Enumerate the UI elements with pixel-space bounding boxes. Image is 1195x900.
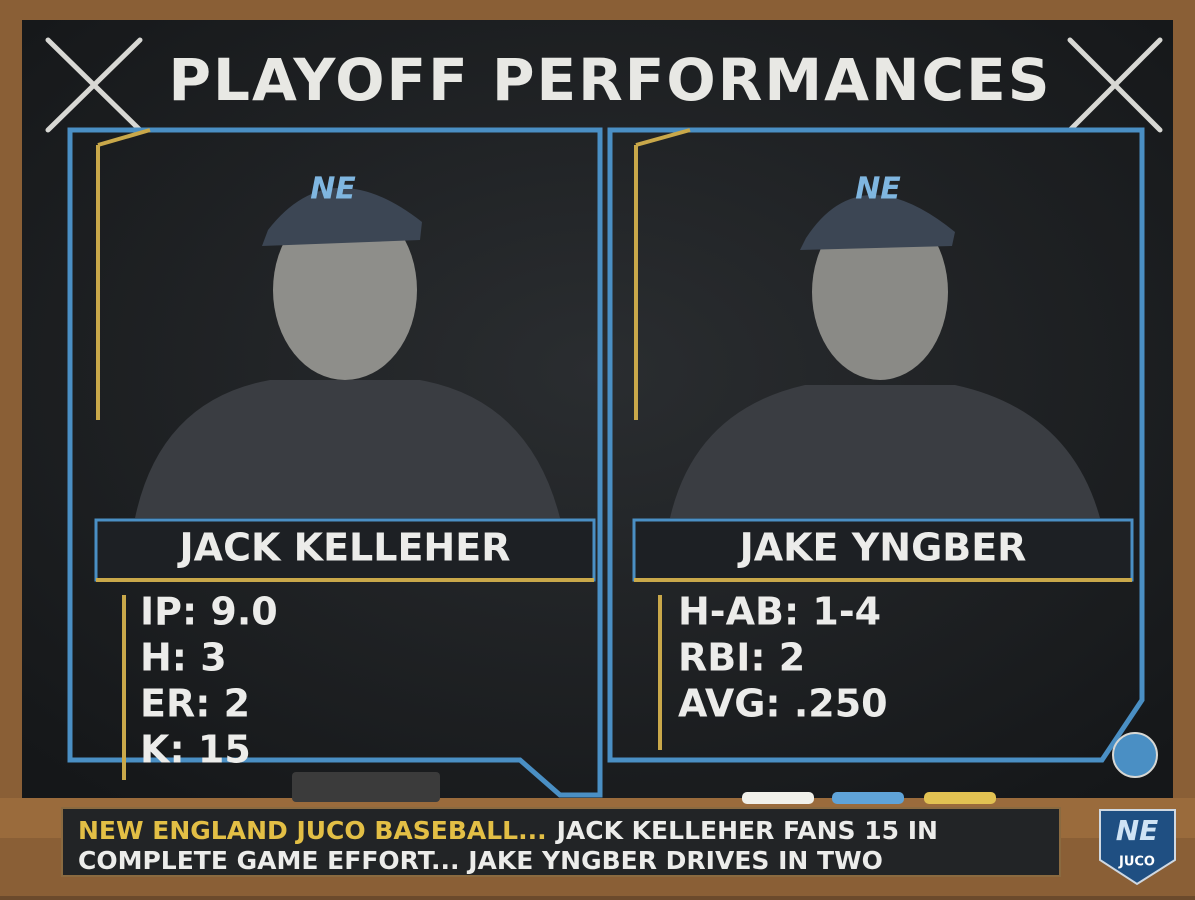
player-name: JAKE YNGBER (737, 526, 1027, 570)
stat-line: ER: 2 (140, 682, 250, 726)
player-name: JACK KELLEHER (177, 526, 511, 570)
stat-line: IP: 9.0 (140, 590, 278, 634)
eraser (292, 772, 440, 802)
ticker-text: JACK KELLEHER FANS 15 IN (555, 816, 938, 845)
logo-mark: NE (1116, 814, 1159, 847)
cap-logo: NE (310, 172, 356, 207)
chalk-blue (832, 792, 904, 804)
stat-line: K: 15 (140, 728, 251, 772)
ticker-line: NEW ENGLAND JUCO BASEBALL... JACK KELLEHE… (78, 816, 938, 845)
stat-line: AVG: .250 (678, 682, 888, 726)
ticker-text: COMPLETE GAME EFFORT... JAKE YNGBER DRIV… (78, 846, 883, 875)
bats-decoration (45, 37, 1163, 133)
chalk-yellow (924, 792, 996, 804)
logo-shield (1099, 809, 1176, 886)
cap-logo: NE (855, 172, 901, 207)
stat-line: H: 3 (140, 636, 227, 680)
card-left (67, 127, 603, 798)
stat-line: RBI: 2 (678, 636, 805, 680)
ticker-lead: NEW ENGLAND JUCO BASEBALL... (78, 816, 547, 845)
chalk-white (742, 792, 814, 804)
card-right (607, 127, 1158, 778)
logo-label: JUCO (1118, 855, 1155, 870)
stat-line: H-AB: 1-4 (678, 590, 881, 634)
title: PLAYOFF PERFORMANCES (169, 46, 1052, 114)
ticker-bar (61, 807, 1061, 877)
